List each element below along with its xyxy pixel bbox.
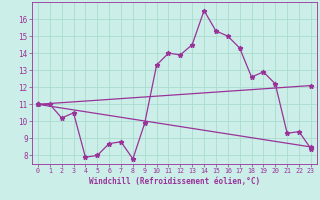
X-axis label: Windchill (Refroidissement éolien,°C): Windchill (Refroidissement éolien,°C) [89, 177, 260, 186]
